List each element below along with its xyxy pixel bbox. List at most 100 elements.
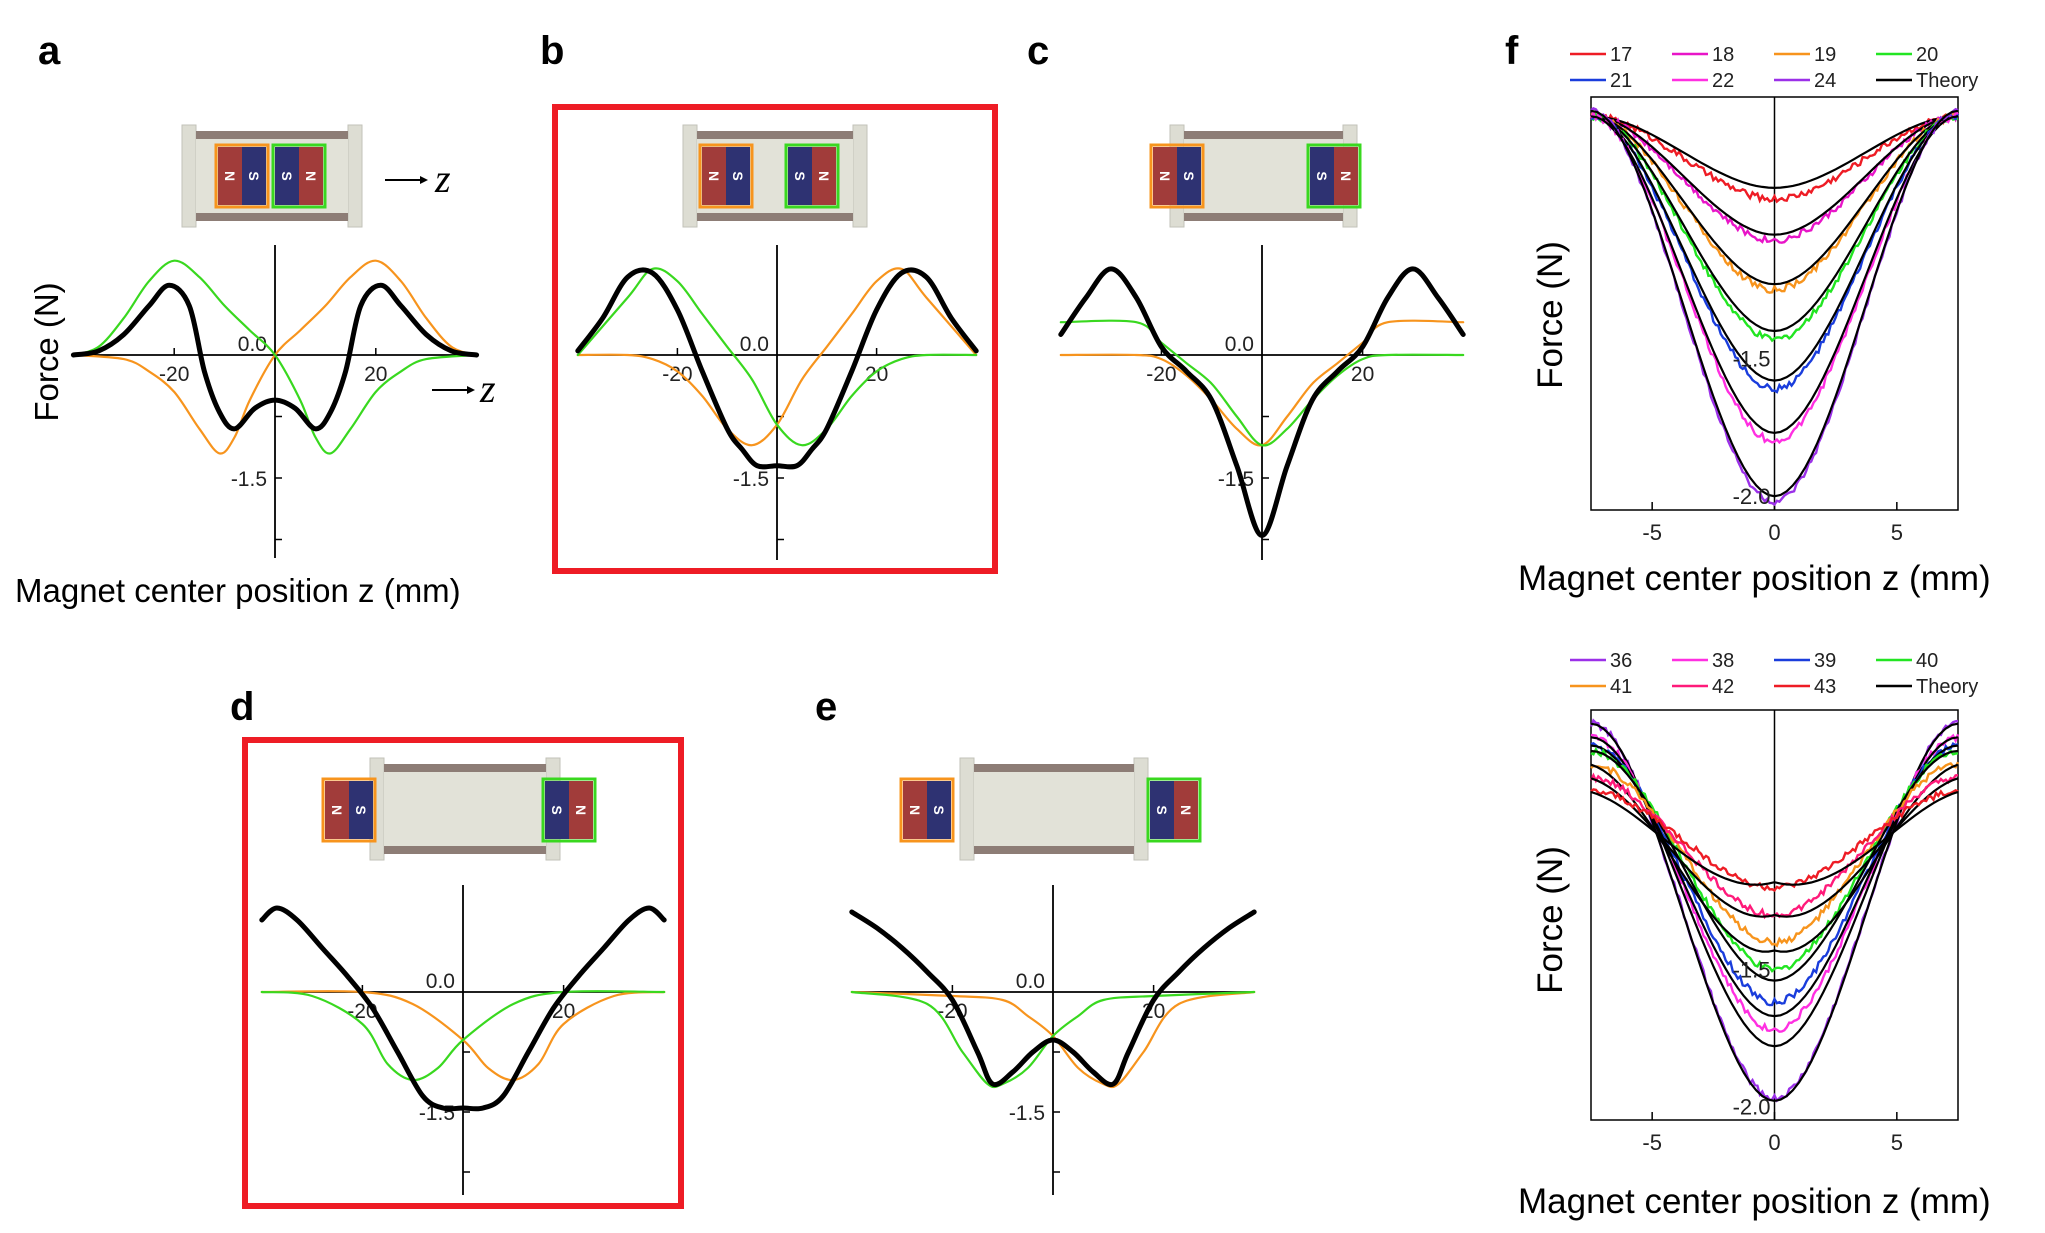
magnet-south (545, 781, 569, 839)
magnet-north (218, 147, 242, 205)
magnet-pole-letter: S (931, 805, 947, 814)
magnet-pole-letter: S (792, 171, 808, 180)
legend-label: 22 (1712, 70, 1734, 92)
magnet-frame (214, 143, 270, 209)
x-tick-label: -5 (1642, 520, 1662, 545)
ylabel-f-top: Force (N) (1531, 241, 1570, 389)
magnet-frame (271, 143, 327, 209)
magnet-south (1150, 781, 1174, 839)
magnet-south (349, 781, 373, 839)
series-40 (1590, 746, 1959, 973)
legend-label: 43 (1814, 676, 1836, 698)
panel-label-d: d (230, 685, 254, 729)
legend-label: Theory (1916, 70, 1978, 92)
magnet-north (1153, 147, 1177, 205)
magnet-frame (321, 777, 377, 843)
magnet-south (242, 147, 266, 205)
highlight-frame-b (552, 104, 998, 574)
x-tick-label: 20 (1351, 363, 1374, 386)
magnet-frame (899, 777, 955, 843)
theory-22 (1590, 115, 1959, 435)
series-orange (850, 990, 1256, 1089)
y-tick-label: -1.5 (1009, 1102, 1045, 1125)
series-22 (1589, 110, 1959, 445)
y-tick-label: 0.0 (426, 970, 455, 993)
magnet-pole-letter: S (246, 171, 262, 180)
legend-label: Theory (1916, 676, 1978, 698)
magnet-pole-letter: N (1178, 805, 1194, 815)
y-tick-label: -1.5 (733, 468, 769, 491)
z-arrow-top: z (385, 156, 451, 201)
panel-label-b: b (540, 29, 564, 73)
coil-winding (697, 213, 853, 221)
z-arrow-axis: z (432, 366, 496, 411)
theory-20 (1590, 115, 1959, 333)
magnet-south (1310, 147, 1334, 205)
magnet-frame (541, 777, 597, 843)
series-17 (1589, 110, 1959, 204)
series-green (850, 990, 1256, 1089)
magnet-north (702, 147, 726, 205)
chart-d: -20 200.0-1.5 (259, 885, 667, 1195)
y-tick-label: 0.0 (1225, 333, 1254, 356)
coil-flange (959, 757, 975, 861)
x-tick-label: 0 (1768, 1130, 1780, 1155)
coil-winding (384, 846, 546, 854)
x-tick-label: -20 (159, 363, 189, 386)
magnet-south (788, 147, 812, 205)
magnet-frame (1149, 143, 1205, 209)
y-tick-label: -2.0 (1733, 1094, 1771, 1119)
theory-21 (1590, 115, 1959, 382)
xlabel-f-top: Magnet center position z (mm) (1518, 559, 1991, 598)
coil-body (384, 766, 546, 852)
coil-winding (974, 764, 1134, 772)
coil-winding (697, 131, 853, 139)
legend-label: 38 (1712, 650, 1734, 672)
panel-label-e: e (815, 685, 837, 729)
coil-flange (682, 124, 698, 228)
coil-winding (196, 213, 348, 221)
magnet-pole-letter: N (222, 171, 238, 181)
series-orange (260, 990, 666, 1082)
magnet-frame (698, 143, 754, 209)
chart-a: -20 20 0.0 -1.5 (70, 245, 480, 558)
magnet-frame (1306, 143, 1362, 209)
series-green (260, 990, 666, 1082)
magnet-south (1177, 147, 1201, 205)
legend-label: 20 (1916, 44, 1938, 66)
magnet-north (299, 147, 323, 205)
theory-17 (1590, 115, 1959, 190)
coil-winding (1184, 213, 1343, 221)
y-tick-label: -2.0 (1733, 484, 1771, 509)
magnet-south (927, 781, 951, 839)
x-tick-label: -5 (1642, 1130, 1662, 1155)
magnet-north (569, 781, 593, 839)
magnet-north (1174, 781, 1198, 839)
magnet-pole-letter: N (706, 171, 722, 181)
chart-f-top: -5 0 5 -1.5 -2.0 17 18 19 20 21 22 24 Theory (1570, 44, 1978, 545)
magnet-pole-letter: S (353, 805, 369, 814)
ylabel-f-bottom: Force (N) (1531, 846, 1570, 994)
x-tick-label: 20 (364, 363, 387, 386)
y-tick-label: -1.5 (231, 468, 267, 491)
magnet-north (1334, 147, 1358, 205)
theory-24 (1590, 109, 1959, 498)
magnet-pole-letter: N (816, 171, 832, 181)
xlabel-a: Magnet center position z (mm) (15, 572, 461, 609)
legend-label: 42 (1712, 676, 1734, 698)
magnet-pole-letter: N (907, 805, 923, 815)
xlabel-f-bottom: Magnet center position z (mm) (1518, 1182, 1991, 1221)
chart-e: -20 200.0-1.5 (849, 885, 1257, 1195)
theory-43 (1590, 790, 1959, 886)
coil-winding (974, 846, 1134, 854)
series-total (849, 909, 1257, 1088)
x-tick-label: 5 (1891, 1130, 1903, 1155)
svg-text:z: z (434, 156, 451, 201)
magnet-pole-letter: N (573, 805, 589, 815)
magnet-pole-letter: S (549, 805, 565, 814)
